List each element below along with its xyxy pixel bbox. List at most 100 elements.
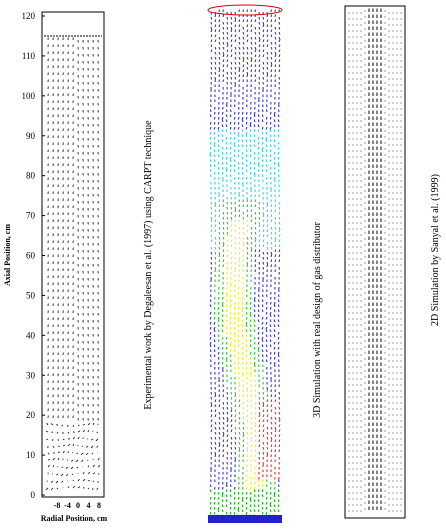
- vector: [57, 451, 61, 454]
- vector: [217, 166, 220, 170]
- vector: [250, 246, 253, 250]
- vector: [261, 119, 264, 123]
- vector: [210, 441, 213, 445]
- vector: [225, 114, 228, 118]
- vector: [262, 54, 265, 58]
- vector: [226, 254, 229, 258]
- vector: [51, 438, 54, 441]
- vector: [246, 236, 249, 240]
- vector: [269, 306, 272, 310]
- vector: [233, 301, 236, 305]
- vector: [209, 311, 212, 315]
- vector: [210, 229, 213, 233]
- vector: [217, 346, 220, 350]
- vector: [218, 444, 221, 448]
- vector: [221, 494, 224, 498]
- vector: [226, 231, 229, 235]
- vector: [258, 429, 261, 433]
- vector: [233, 126, 236, 130]
- vector: [253, 351, 256, 355]
- vector: [50, 480, 54, 483]
- vector: [214, 409, 217, 413]
- vector: [278, 16, 281, 20]
- vector: [209, 511, 212, 515]
- vector: [218, 46, 221, 50]
- vector: [238, 394, 241, 398]
- vector: [234, 16, 237, 20]
- vector: [277, 314, 280, 318]
- vector: [238, 411, 241, 415]
- vector: [209, 131, 212, 135]
- vector: [91, 438, 94, 441]
- vector: [270, 226, 273, 230]
- vector: [258, 266, 260, 270]
- vector: [225, 299, 228, 303]
- vector: [257, 141, 260, 145]
- vector: [273, 129, 276, 133]
- vector: [213, 339, 216, 343]
- vector: [278, 26, 281, 30]
- vector: [238, 51, 241, 55]
- x-tick-label: 8: [97, 501, 101, 510]
- vector: [269, 301, 272, 305]
- vector: [237, 329, 240, 333]
- vector: [234, 399, 237, 403]
- vector: [209, 341, 212, 345]
- x-tick-label: -8: [54, 501, 61, 510]
- vector: [237, 301, 240, 305]
- vector: [217, 161, 220, 165]
- x-tick-label: -4: [64, 501, 71, 510]
- vector: [241, 319, 244, 323]
- vector: [278, 36, 281, 40]
- vector: [258, 439, 261, 443]
- vector: [213, 306, 216, 310]
- vector: [270, 259, 273, 263]
- vector: [277, 161, 280, 165]
- vector: [62, 444, 66, 447]
- y-tick-label: 100: [22, 91, 36, 101]
- vector: [270, 41, 273, 45]
- vector: [258, 234, 261, 238]
- vector: [217, 129, 220, 133]
- vector: [273, 356, 276, 360]
- vector: [225, 141, 228, 145]
- vector: [245, 344, 248, 348]
- vector: [266, 451, 269, 455]
- vector: [269, 319, 272, 323]
- vector: [265, 326, 268, 330]
- vector: [71, 473, 74, 476]
- vector: [229, 159, 232, 163]
- vector: [233, 164, 236, 168]
- vector: [229, 299, 232, 303]
- vector: [253, 319, 256, 323]
- vector: [210, 29, 213, 33]
- vector: [278, 39, 281, 43]
- vector: [226, 206, 229, 210]
- vector: [277, 156, 280, 160]
- vector: [257, 114, 260, 118]
- y-tick-label: 0: [31, 490, 36, 500]
- vector: [258, 54, 261, 58]
- vector: [221, 124, 224, 128]
- vector: [269, 334, 272, 338]
- vector: [270, 416, 273, 420]
- vector: [278, 406, 281, 410]
- vector: [237, 344, 240, 348]
- vector: [217, 496, 220, 500]
- vector: [258, 444, 261, 448]
- vector: [238, 441, 241, 445]
- vector: [230, 219, 233, 223]
- vector: [214, 261, 217, 265]
- vector: [238, 69, 241, 73]
- vector: [266, 204, 269, 208]
- vector: [278, 206, 281, 210]
- vector: [277, 354, 280, 358]
- vector: [217, 149, 220, 153]
- vector: [234, 214, 237, 218]
- vector: [62, 450, 65, 454]
- vector: [246, 29, 249, 33]
- vector: [273, 111, 276, 115]
- vector: [222, 74, 225, 78]
- vector: [269, 129, 272, 133]
- vector: [270, 74, 273, 78]
